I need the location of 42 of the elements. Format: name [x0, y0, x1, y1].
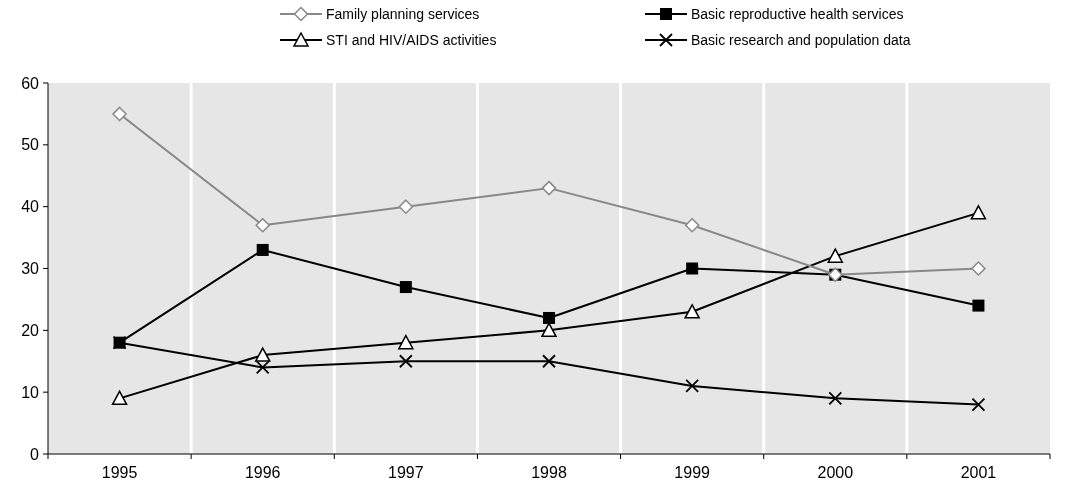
point [112, 106, 127, 122]
x-tick-label: 2001 [960, 464, 997, 481]
point [685, 379, 700, 393]
point [254, 347, 271, 362]
y-tick-label: 10 [21, 383, 40, 401]
point [255, 360, 270, 375]
y-tick-label: 40 [21, 198, 40, 216]
point [398, 199, 414, 214]
point [686, 262, 699, 275]
point [399, 281, 412, 294]
point [970, 205, 987, 220]
point [256, 243, 269, 256]
point [398, 334, 414, 350]
x-tick-label: 1996 [244, 464, 281, 481]
legend-label: Basic reproductive health services [691, 5, 904, 22]
legend-label: Family planning services [326, 5, 480, 22]
x-tick-label: 1995 [101, 464, 138, 481]
y-tick-label: 0 [30, 445, 40, 463]
point [111, 390, 128, 406]
point [971, 397, 986, 412]
x-tick-label: 1999 [674, 464, 711, 481]
point [684, 217, 700, 233]
y-tick-label: 60 [21, 74, 40, 92]
point [828, 391, 843, 406]
point [684, 304, 700, 319]
y-tick-label: 30 [21, 260, 40, 278]
y-tick-label: 50 [21, 136, 40, 154]
y-tick-label: 20 [21, 321, 40, 339]
point [971, 261, 986, 276]
x-tick-label: 1998 [531, 464, 567, 481]
point [827, 248, 844, 263]
point [542, 354, 556, 369]
x-tick-label: 1997 [388, 464, 424, 481]
legend-label: STI and HIV/AIDS activities [326, 31, 497, 48]
point [541, 180, 557, 196]
point [543, 311, 555, 324]
legend-label: Basic research and population data [691, 31, 911, 48]
point [541, 322, 557, 338]
point [398, 354, 413, 369]
point [972, 299, 985, 312]
x-tick-label: 2000 [817, 464, 854, 481]
point [255, 217, 270, 233]
